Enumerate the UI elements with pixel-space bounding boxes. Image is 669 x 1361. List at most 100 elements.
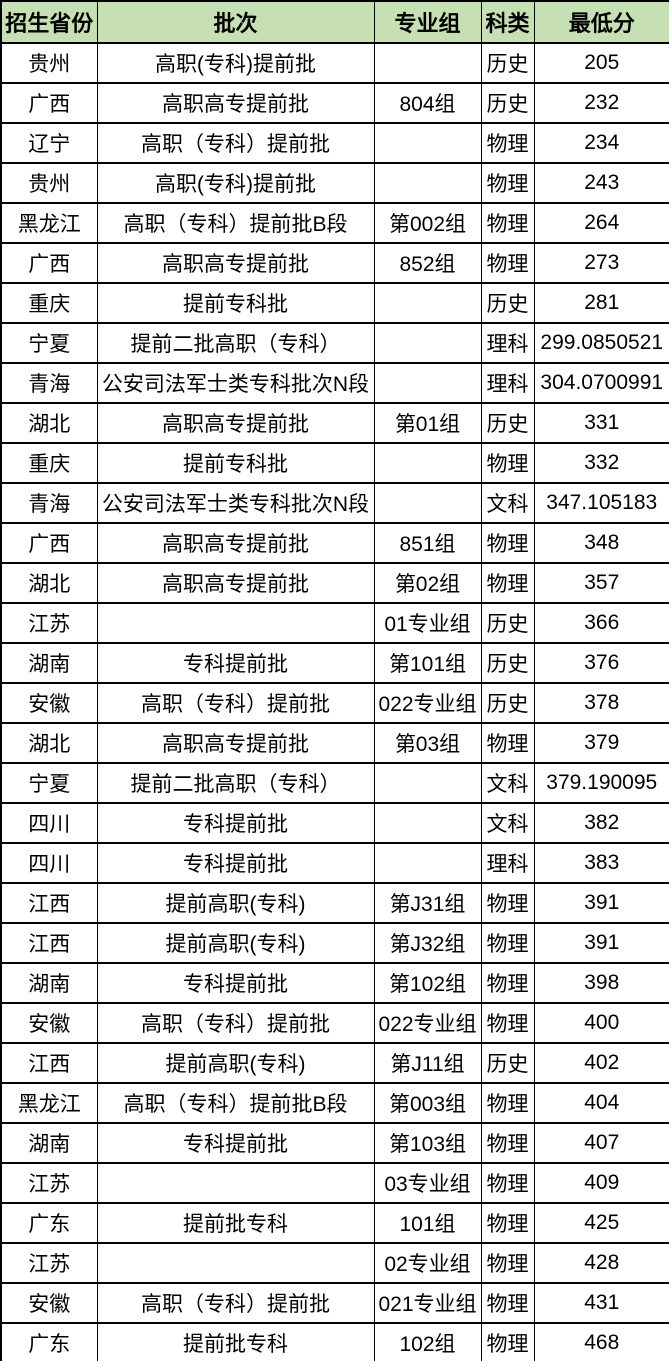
cell-min-score: 425	[533, 1202, 669, 1244]
cell-category: 物理	[480, 1162, 535, 1204]
cell-group	[373, 482, 482, 524]
header-province: 招生省份	[0, 0, 98, 44]
table-row: 广东 提前批专科 101组 物理 425	[0, 1202, 669, 1244]
cell-min-score: 378	[533, 682, 669, 724]
cell-group	[373, 322, 482, 364]
cell-category: 物理	[480, 1282, 535, 1324]
table-row: 贵州 高职(专科)提前批 历史 205	[0, 42, 669, 84]
header-batch: 批次	[96, 0, 375, 44]
cell-min-score: 332	[533, 442, 669, 484]
cell-batch: 高职高专提前批	[96, 402, 375, 444]
cell-group: 022专业组	[373, 682, 482, 724]
table-row: 江西 提前高职(专科) 第J31组 物理 391	[0, 882, 669, 924]
cell-group: 101组	[373, 1202, 482, 1244]
cell-min-score: 431	[533, 1282, 669, 1324]
cell-batch: 高职（专科）提前批	[96, 122, 375, 164]
cell-category: 物理	[480, 722, 535, 764]
cell-province: 湖南	[0, 962, 98, 1004]
cell-category: 物理	[480, 1322, 535, 1361]
header-group: 专业组	[373, 0, 482, 44]
cell-province: 安徽	[0, 1002, 98, 1044]
cell-province: 重庆	[0, 282, 98, 324]
cell-group: 第J31组	[373, 882, 482, 924]
table-row: 青海 公安司法军士类专科批次N段 理科 304.0700991	[0, 362, 669, 404]
cell-group: 02专业组	[373, 1242, 482, 1284]
cell-province: 安徽	[0, 1282, 98, 1324]
cell-group: 第103组	[373, 1122, 482, 1164]
cell-batch: 高职高专提前批	[96, 82, 375, 124]
cell-min-score: 304.0700991	[533, 362, 669, 404]
table-row: 宁夏 提前二批高职（专科） 文科 379.190095	[0, 762, 669, 804]
cell-province: 湖南	[0, 1122, 98, 1164]
cell-province: 江苏	[0, 1162, 98, 1204]
cell-group	[373, 442, 482, 484]
cell-group	[373, 162, 482, 204]
cell-min-score: 281	[533, 282, 669, 324]
cell-province: 黑龙江	[0, 202, 98, 244]
cell-group: 第J11组	[373, 1042, 482, 1084]
cell-group: 第101组	[373, 642, 482, 684]
cell-category: 历史	[480, 82, 535, 124]
cell-province: 湖北	[0, 562, 98, 604]
table-row: 江苏 02专业组 物理 428	[0, 1242, 669, 1284]
table-row: 湖北 高职高专提前批 第01组 历史 331	[0, 402, 669, 444]
cell-province: 重庆	[0, 442, 98, 484]
header-min-score: 最低分	[533, 0, 669, 44]
cell-category: 理科	[480, 842, 535, 884]
cell-batch: 提前高职(专科)	[96, 922, 375, 964]
cell-category: 物理	[480, 122, 535, 164]
cell-batch: 公安司法军士类专科批次N段	[96, 482, 375, 524]
table-row: 四川 专科提前批 文科 382	[0, 802, 669, 844]
cell-category: 历史	[480, 602, 535, 644]
cell-group: 851组	[373, 522, 482, 564]
table-row: 安徽 高职（专科）提前批 022专业组 物理 400	[0, 1002, 669, 1044]
table-row: 青海 公安司法军士类专科批次N段 文科 347.105183	[0, 482, 669, 524]
cell-category: 物理	[480, 922, 535, 964]
cell-category: 物理	[480, 1082, 535, 1124]
table-row: 贵州 高职(专科)提前批 物理 243	[0, 162, 669, 204]
cell-batch: 提前批专科	[96, 1202, 375, 1244]
cell-group: 804组	[373, 82, 482, 124]
cell-batch: 高职（专科）提前批	[96, 682, 375, 724]
cell-province: 青海	[0, 362, 98, 404]
cell-batch: 提前专科批	[96, 442, 375, 484]
cell-batch: 高职(专科)提前批	[96, 42, 375, 84]
cell-group: 第01组	[373, 402, 482, 444]
cell-batch: 高职高专提前批	[96, 522, 375, 564]
cell-batch: 高职（专科）提前批	[96, 1282, 375, 1324]
cell-min-score: 428	[533, 1242, 669, 1284]
cell-group: 第102组	[373, 962, 482, 1004]
cell-batch: 专科提前批	[96, 802, 375, 844]
cell-category: 历史	[480, 682, 535, 724]
cell-min-score: 234	[533, 122, 669, 164]
cell-category: 物理	[480, 1122, 535, 1164]
cell-group: 第02组	[373, 562, 482, 604]
cell-category: 理科	[480, 322, 535, 364]
cell-batch: 高职高专提前批	[96, 722, 375, 764]
cell-batch	[96, 602, 375, 644]
cell-category: 物理	[480, 562, 535, 604]
cell-province: 江苏	[0, 602, 98, 644]
cell-province: 广西	[0, 82, 98, 124]
cell-category: 历史	[480, 402, 535, 444]
table-row: 江西 提前高职(专科) 第J11组 历史 402	[0, 1042, 669, 1084]
cell-group: 第03组	[373, 722, 482, 764]
cell-province: 宁夏	[0, 762, 98, 804]
cell-group: 021专业组	[373, 1282, 482, 1324]
cell-batch: 专科提前批	[96, 842, 375, 884]
cell-province: 安徽	[0, 682, 98, 724]
cell-group: 022专业组	[373, 1002, 482, 1044]
cell-category: 物理	[480, 882, 535, 924]
cell-batch: 提前二批高职（专科）	[96, 322, 375, 364]
cell-batch: 提前高职(专科)	[96, 882, 375, 924]
table-header: 招生省份 批次 专业组 科类 最低分	[0, 0, 669, 44]
cell-category: 物理	[480, 202, 535, 244]
header-category: 科类	[480, 0, 535, 44]
cell-group	[373, 762, 482, 804]
cell-category: 物理	[480, 522, 535, 564]
table-row: 湖北 高职高专提前批 第03组 物理 379	[0, 722, 669, 764]
cell-group: 102组	[373, 1322, 482, 1361]
cell-category: 文科	[480, 482, 535, 524]
cell-group: 第003组	[373, 1082, 482, 1124]
